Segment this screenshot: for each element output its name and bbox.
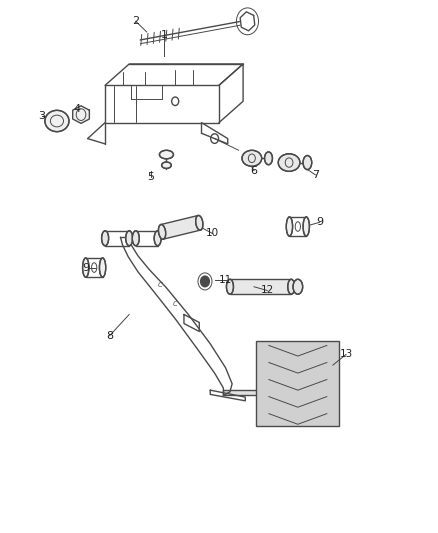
Text: 5: 5: [148, 172, 155, 182]
Ellipse shape: [99, 258, 106, 277]
Ellipse shape: [102, 231, 109, 246]
Polygon shape: [240, 12, 255, 31]
Ellipse shape: [83, 258, 89, 277]
Ellipse shape: [278, 154, 300, 172]
Text: C: C: [173, 301, 178, 307]
Text: 7: 7: [312, 170, 319, 180]
Ellipse shape: [265, 152, 272, 165]
Ellipse shape: [288, 279, 295, 294]
Polygon shape: [230, 279, 291, 294]
Ellipse shape: [154, 231, 161, 246]
Ellipse shape: [286, 217, 293, 236]
Text: 8: 8: [106, 331, 113, 341]
Ellipse shape: [45, 110, 69, 132]
Text: 10: 10: [206, 229, 219, 238]
Ellipse shape: [226, 279, 233, 294]
Text: 3: 3: [38, 111, 45, 121]
Text: 1: 1: [161, 30, 168, 39]
Polygon shape: [161, 215, 201, 239]
Ellipse shape: [196, 215, 203, 230]
Text: 9: 9: [316, 217, 323, 227]
Ellipse shape: [242, 150, 261, 166]
Polygon shape: [223, 390, 263, 395]
Ellipse shape: [303, 217, 309, 236]
Ellipse shape: [293, 279, 303, 294]
Text: 4: 4: [73, 104, 80, 114]
Text: 2: 2: [132, 17, 139, 26]
Text: C: C: [157, 282, 162, 288]
Circle shape: [201, 276, 209, 287]
Ellipse shape: [303, 156, 312, 169]
Ellipse shape: [132, 231, 139, 246]
Text: 11: 11: [219, 276, 232, 285]
Text: 12: 12: [261, 286, 274, 295]
Polygon shape: [73, 106, 89, 123]
Ellipse shape: [159, 150, 173, 159]
Ellipse shape: [126, 231, 133, 246]
Polygon shape: [256, 341, 339, 426]
Ellipse shape: [162, 162, 171, 168]
Text: 6: 6: [251, 166, 258, 175]
Text: 13: 13: [339, 350, 353, 359]
Text: 9: 9: [82, 263, 89, 272]
Ellipse shape: [159, 224, 166, 239]
